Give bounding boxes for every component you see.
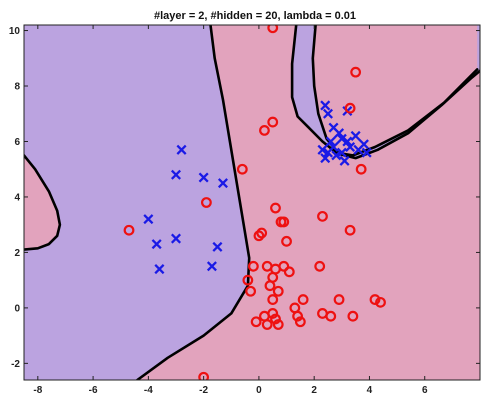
- x-tick-label-0: -8: [33, 385, 42, 396]
- marker-x-15: [336, 133, 347, 144]
- marker-o-40: [369, 294, 381, 305]
- y-tick-label-4: 6: [14, 137, 20, 148]
- marker-o-42: [261, 319, 273, 330]
- marker-x-16: [342, 136, 353, 147]
- marker-x-10: [320, 100, 331, 111]
- marker-o-43: [294, 316, 306, 328]
- marker-o-11: [317, 210, 328, 222]
- plot-inner: [24, 25, 480, 380]
- marker-o-5: [236, 163, 248, 175]
- marker-o-6: [355, 163, 367, 175]
- marker-o-3: [267, 116, 279, 128]
- x-tick-label-3: -2: [199, 385, 208, 396]
- marker-x-1: [170, 169, 182, 180]
- marker-o-8: [270, 202, 281, 214]
- marker-o-12: [123, 224, 135, 236]
- marker-o-4: [259, 124, 270, 136]
- marker-x-24: [336, 147, 347, 158]
- marker-o-10: [278, 216, 290, 228]
- marker-x-29: [361, 147, 372, 158]
- marker-o-27: [245, 285, 257, 297]
- marker-x-7: [212, 241, 223, 252]
- marker-o-25: [264, 280, 276, 292]
- region-x-0: [24, 25, 250, 380]
- marker-o-41: [375, 296, 386, 308]
- marker-o-2: [344, 102, 356, 114]
- x-tick-label-5: 2: [311, 385, 317, 396]
- x-tick-label-6: 4: [367, 385, 373, 396]
- decision-boundary-3: [311, 25, 480, 160]
- marker-x-0: [176, 144, 187, 155]
- y-tick-label-6: 10: [9, 26, 21, 37]
- marker-o-24: [242, 274, 254, 286]
- marker-o-32: [250, 316, 262, 328]
- marker-o-0: [267, 25, 279, 34]
- marker-o-16: [344, 224, 356, 236]
- y-tick-label-2: 2: [14, 248, 20, 259]
- marker-o-26: [272, 285, 284, 297]
- marker-x-4: [143, 214, 154, 225]
- x-tick-label-7: 6: [422, 385, 428, 396]
- marker-o-14: [256, 227, 268, 239]
- x-tick-label-1: -6: [89, 385, 98, 396]
- marker-x-26: [353, 144, 364, 155]
- y-tick-label-0: -2: [11, 359, 20, 370]
- marker-o-23: [314, 260, 326, 272]
- chart-title: #layer = 2, #hidden = 20, lambda = 0.01: [154, 10, 356, 22]
- marker-x-14: [334, 128, 345, 139]
- marker-o-35: [270, 313, 281, 325]
- marker-x-23: [331, 150, 342, 161]
- decision-boundary-0: [136, 25, 251, 380]
- marker-x-9: [154, 264, 165, 275]
- marker-o-15: [281, 235, 292, 247]
- marker-o-44: [272, 319, 284, 330]
- plot-frame: [23, 24, 481, 381]
- decision-boundary-2: [290, 25, 479, 157]
- marker-x-2: [198, 172, 209, 183]
- marker-x-22: [322, 147, 334, 158]
- marker-x-17: [350, 130, 361, 141]
- marker-x-27: [320, 153, 331, 164]
- marker-o-45: [198, 371, 210, 380]
- marker-o-22: [283, 266, 295, 278]
- marker-o-36: [292, 310, 304, 322]
- marker-o-13: [253, 230, 265, 242]
- marker-x-28: [339, 155, 350, 166]
- marker-o-1: [350, 66, 362, 78]
- marker-x-11: [322, 108, 334, 119]
- y-tick-label-3: 4: [14, 192, 20, 203]
- region-x-1: [292, 25, 480, 159]
- y-tick-label-1: 0: [14, 303, 20, 314]
- marker-x-25: [345, 142, 356, 153]
- x-tick-label-4: 0: [256, 385, 262, 396]
- plot-area: -8 -6 -4 -2 0 2 4 6 -2 0 2 4 6 8 10: [9, 24, 481, 396]
- marker-o-28: [267, 294, 279, 305]
- marker-o-21: [278, 260, 290, 272]
- marker-o-29: [297, 294, 309, 305]
- marker-o-17: [247, 260, 259, 272]
- marker-x-3: [217, 178, 228, 189]
- marker-x-8: [206, 261, 217, 272]
- marker-o-38: [325, 310, 337, 322]
- marker-x-5: [151, 239, 162, 250]
- marker-x-6: [170, 233, 182, 244]
- marker-o-39: [347, 310, 359, 322]
- marker-o-34: [267, 308, 279, 319]
- y-tick-label-5: 8: [14, 82, 20, 93]
- x-tick-label-2: -4: [144, 385, 153, 396]
- decision-boundary-1: [24, 154, 62, 251]
- marker-x-21: [317, 144, 328, 155]
- marker-x-19: [325, 136, 336, 147]
- marker-o-7: [200, 197, 212, 208]
- marker-o-30: [333, 294, 345, 305]
